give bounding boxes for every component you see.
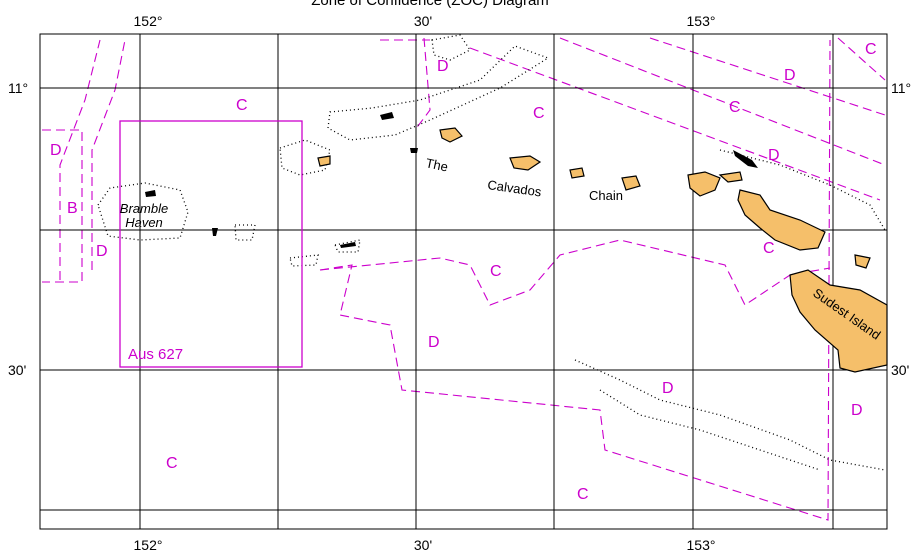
lat-label-right-11: 11° [891,80,911,96]
place-haven: Haven [125,215,163,230]
reef-outlines [97,34,886,471]
lat-label-left-11: 11° [8,80,28,96]
lon-label-bottom-152: 152° [134,537,163,553]
zoc-label: C [533,105,545,122]
lon-label-bottom-153: 153° [687,537,716,553]
lat-label-right-30: 30' [891,362,909,378]
zone-boundary-ne-corner [837,37,886,81]
zone-boundary-west-outer [42,129,83,283]
longitude-labels: 152° 30' 153° 152° 30' 153° [134,13,716,553]
lon-label-top-30: 30' [414,13,432,29]
island-chain-4 [439,127,463,143]
zoc-label: D [784,67,796,84]
island-chain-2 [569,167,585,179]
lon-label-bottom-30: 30' [414,537,432,553]
reef-south-east-b [599,389,821,471]
island-east-small [718,171,743,183]
zoc-labels: C D C C D C D D B D C C D D D C C [50,41,877,503]
reef-north-1 [431,34,471,61]
zoc-label: C [577,486,589,503]
place-bramble: Bramble [120,201,168,216]
latitude-labels: 11° 30' 11° 30' [8,80,911,378]
lon-label-top-152: 152° [134,13,163,29]
zoc-label: D [437,58,449,75]
zone-boundary-ne-c [649,37,886,116]
map-title: Zone of Confidence (ZOC) Diagram [311,0,549,9]
zoc-label: C [865,41,877,58]
zone-boundary-west-b [91,39,126,270]
lat-label-left-30: 30' [8,362,26,378]
place-calvados: Calvados [487,177,543,199]
island-west [317,155,331,167]
islet-bramble-2 [212,228,218,236]
reef-south-east-a [574,359,886,471]
zoc-boundaries [42,37,886,521]
zoc-label: D [662,380,674,397]
zone-boundary-ne-b [559,37,886,166]
zoc-label: C [490,263,502,280]
zoc-label: D [851,402,863,419]
chart-limit-aus-627 [119,120,303,368]
islet-mid-1 [340,242,356,248]
islet-chain-2 [410,148,418,153]
zoc-label: C [166,455,178,472]
zoc-label: B [67,200,78,217]
zoc-label: D [768,147,780,164]
islet-bramble-1 [145,190,156,197]
island-east-mid [687,171,721,197]
place-the: The [424,155,449,174]
zone-boundary-west-a [59,39,101,280]
zoc-label: D [50,142,62,159]
reef-small-2 [289,254,319,267]
reef-small-1 [234,224,256,241]
zone-boundary-central [414,37,431,131]
zoc-label: D [428,334,440,351]
reef-small-3 [334,239,361,253]
island-east-large [737,189,826,251]
islet-east-1 [733,150,758,168]
zoc-label: C [729,99,741,116]
island-sudest-east-tip [854,254,871,269]
islet-chain-1 [380,112,394,120]
island-chain-1 [621,175,641,191]
graticule [39,33,888,530]
zone-boundary-mid [319,239,831,306]
island-chain-3 [509,155,542,171]
reef-bramble-haven [97,182,189,241]
sudest-island [789,269,888,373]
zoc-label: D [96,243,108,260]
landmasses [145,112,888,373]
lon-label-top-153: 153° [687,13,716,29]
chart-limit-label: Aus 627 [128,346,183,363]
zoc-label: C [763,240,775,257]
zoc-label: C [236,97,248,114]
place-chain: Chain [589,188,623,203]
zone-boundary-southern [319,39,831,521]
zone-boundary-ne-a [469,47,881,201]
